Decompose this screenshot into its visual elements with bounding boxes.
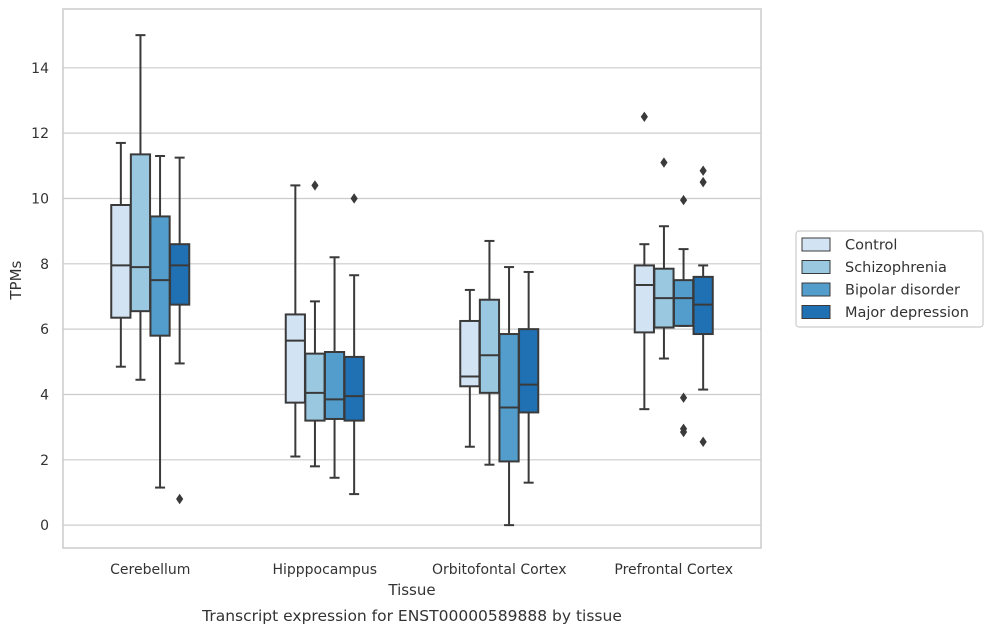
x-tick-label: Hipppocampus <box>272 562 377 578</box>
box-schizophrenia <box>653 157 675 360</box>
y-tick-label: 2 <box>40 453 49 469</box>
box-major-depression <box>692 165 714 448</box>
y-tick-label: 4 <box>40 387 49 403</box>
box-iqr <box>343 355 365 422</box>
y-tick-label: 6 <box>40 322 49 338</box>
box-bipolar-disorder <box>498 266 520 527</box>
box-control <box>633 111 655 411</box>
y-tick-label: 12 <box>31 126 49 142</box>
legend-label: Schizophrenia <box>845 260 947 276</box>
legend-label: Control <box>845 238 897 254</box>
legend-swatch <box>801 282 831 297</box>
box-control <box>459 288 481 448</box>
box-iqr <box>498 333 520 463</box>
x-axis-label: Tissue <box>387 581 435 599</box>
outlier-point <box>176 493 184 505</box>
legend-label: Bipolar disorder <box>845 283 960 299</box>
box-iqr <box>110 204 132 319</box>
box-schizophrenia <box>304 180 326 468</box>
box-bipolar-disorder <box>323 256 346 479</box>
y-tick-label: 10 <box>31 191 49 207</box>
x-tick-labels: Cerebellum Hipppocampus Orbitofontal Corte… <box>110 562 733 578</box>
box-iqr <box>129 153 152 313</box>
box-iqr <box>478 298 501 394</box>
box-control <box>110 141 132 368</box>
box-bipolar-disorder <box>672 194 695 438</box>
box-iqr <box>633 264 655 334</box>
outlier-point <box>679 426 688 438</box>
box-iqr <box>323 351 346 420</box>
outlier-point <box>660 157 668 168</box>
box-iqr <box>518 328 540 414</box>
x-tick-label: Prefrontal Cortex <box>614 562 733 578</box>
y-axis-label: TPMs <box>7 260 25 300</box>
legend-frame <box>795 230 984 328</box>
chart-caption: Transcript expression for ENST0000058988… <box>201 607 622 625</box>
legend-swatch <box>801 260 831 274</box>
box-iqr <box>169 243 191 306</box>
box-iqr <box>672 279 695 327</box>
legend-swatch <box>801 305 831 319</box>
legend: Control Schizophrenia Bipolar disorder Majo… <box>795 230 984 328</box>
box-iqr <box>149 215 171 337</box>
box-control <box>284 184 306 458</box>
outlier-point <box>699 165 707 176</box>
box-bipolar-disorder <box>149 155 171 489</box>
outlier-point <box>679 194 688 206</box>
box-major-depression <box>518 270 540 484</box>
outlier-point <box>699 176 707 188</box>
outlier-point <box>350 193 358 204</box>
legend-label: Major depression <box>845 305 969 321</box>
x-tick-label: Cerebellum <box>110 562 190 578</box>
outlier-point <box>311 180 319 191</box>
legend-swatch <box>801 237 831 252</box>
y-tick-labels: 0 2 4 6 8 10 12 14 <box>31 61 49 534</box>
y-tick-label: 8 <box>40 257 49 273</box>
box-iqr <box>284 313 306 404</box>
outlier-point <box>640 111 648 122</box>
plot-frame <box>62 8 762 549</box>
box-schizophrenia <box>478 239 501 466</box>
box-major-depression <box>169 156 191 505</box>
outlier-point <box>699 436 707 448</box>
box-schizophrenia <box>129 34 152 381</box>
y-tick-label: 14 <box>31 61 49 77</box>
x-tick-label: Orbitofontal Cortex <box>432 562 567 578</box>
y-tick-label: 0 <box>40 518 49 534</box>
box-iqr <box>304 352 326 422</box>
outlier-point <box>679 392 688 403</box>
box-major-depression <box>343 193 365 496</box>
box-layer <box>110 34 714 527</box>
